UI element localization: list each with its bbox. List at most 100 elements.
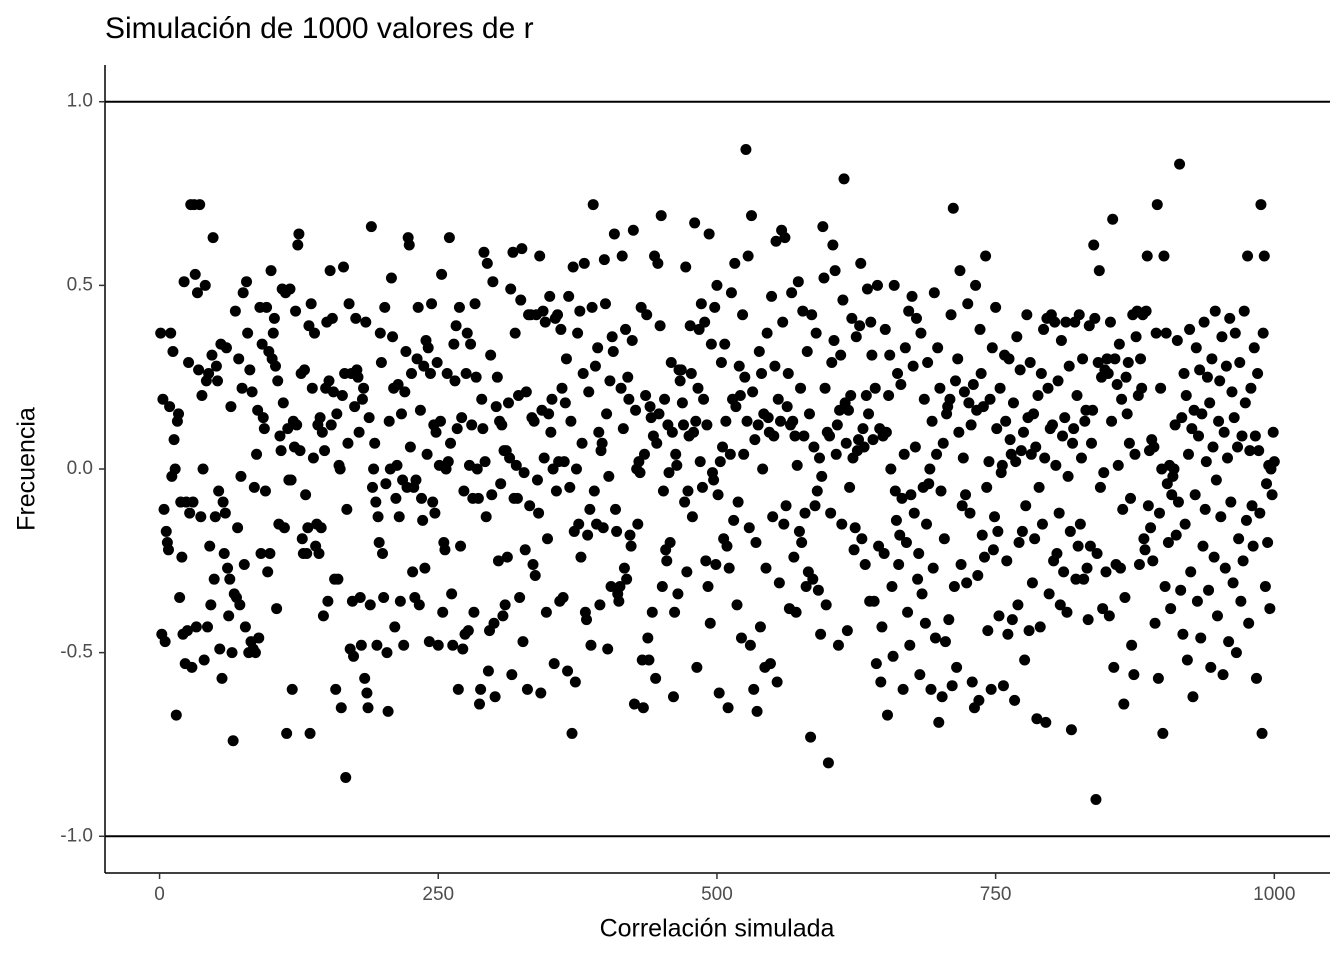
point (516, 243, 528, 255)
point (679, 496, 691, 508)
point (271, 603, 283, 615)
point (1229, 327, 1241, 339)
point (165, 327, 177, 339)
point (239, 621, 251, 633)
point (1207, 441, 1219, 453)
point (443, 232, 455, 244)
point (202, 621, 214, 633)
point (360, 316, 372, 328)
point (291, 419, 303, 431)
point (870, 658, 882, 670)
point (501, 551, 513, 563)
point (474, 698, 486, 710)
point (974, 323, 986, 335)
point (162, 544, 174, 556)
point (1067, 437, 1079, 449)
point (733, 360, 745, 372)
point (304, 727, 316, 739)
point (1084, 540, 1096, 552)
point (223, 610, 235, 622)
point (183, 356, 195, 368)
point (309, 327, 321, 339)
point (887, 650, 899, 662)
point (912, 573, 924, 585)
point (210, 360, 222, 372)
point (955, 558, 967, 570)
point (1237, 555, 1249, 567)
point (980, 250, 992, 262)
point (414, 404, 426, 416)
point (158, 503, 170, 515)
point (485, 349, 497, 361)
point (1169, 419, 1181, 431)
point (557, 592, 569, 604)
point (620, 323, 632, 335)
point (1010, 456, 1022, 468)
point (773, 577, 785, 589)
point (518, 467, 530, 479)
point (836, 518, 848, 530)
point (1206, 353, 1218, 365)
point (1136, 382, 1148, 394)
point (262, 566, 274, 578)
point (937, 437, 949, 449)
point (285, 474, 297, 486)
point (1178, 368, 1190, 380)
point (1203, 584, 1215, 596)
point (307, 452, 319, 464)
point (740, 143, 752, 155)
point (1016, 525, 1028, 537)
point (990, 301, 1002, 313)
point (741, 415, 753, 427)
point (482, 665, 494, 677)
point (1232, 441, 1244, 453)
point (298, 364, 310, 376)
point (480, 511, 492, 523)
point (1236, 430, 1248, 442)
point (241, 276, 253, 288)
point (597, 522, 609, 534)
x-tick-label: 500 (701, 884, 733, 905)
point (1079, 415, 1091, 427)
point (831, 419, 843, 431)
point (1221, 452, 1233, 464)
point (1198, 316, 1210, 328)
point (550, 485, 562, 497)
point (909, 441, 921, 453)
point (528, 415, 540, 427)
point (603, 470, 615, 482)
point (565, 415, 577, 427)
point (703, 228, 715, 240)
point (1168, 463, 1180, 475)
point (1166, 489, 1178, 501)
point (1061, 606, 1073, 618)
point (944, 393, 956, 405)
point (894, 529, 906, 541)
point (1062, 470, 1074, 482)
point (931, 448, 943, 460)
point (546, 393, 558, 405)
point (778, 518, 790, 530)
point (913, 547, 925, 559)
point (810, 327, 822, 339)
point (807, 573, 819, 585)
point (766, 290, 778, 302)
point (1138, 533, 1150, 545)
point (577, 368, 589, 380)
point (744, 639, 756, 651)
point (1196, 408, 1208, 420)
point (1006, 614, 1018, 626)
point (675, 364, 687, 376)
point (456, 412, 468, 424)
point (856, 533, 868, 545)
point (709, 301, 721, 313)
point (1117, 503, 1129, 515)
point (608, 228, 620, 240)
point (1152, 672, 1164, 684)
point (818, 272, 830, 284)
point (220, 342, 232, 354)
point (160, 525, 172, 537)
point (762, 412, 774, 424)
point (1204, 397, 1216, 409)
point (617, 423, 629, 435)
